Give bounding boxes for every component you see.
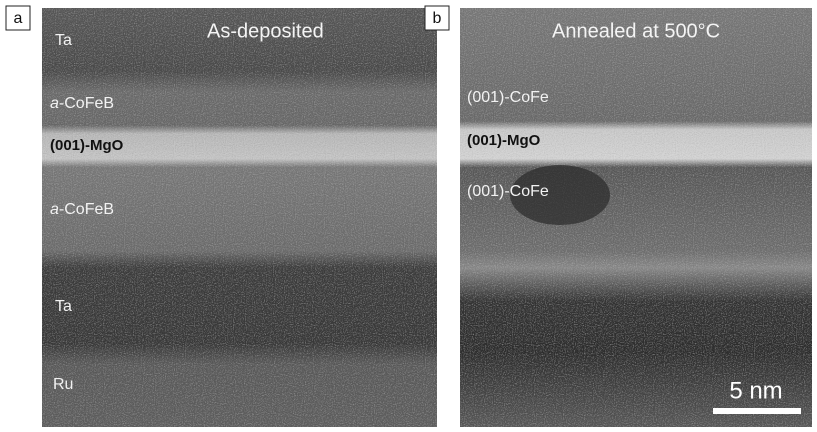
layer-label: (001)-CoFe [467, 183, 549, 200]
layer-label: (001)-MgO [50, 137, 124, 154]
scale-bar-label: 5 nm [729, 377, 782, 404]
panel-title: As-deposited [207, 20, 324, 42]
layer-label: Ta [55, 298, 72, 315]
panel-title: Annealed at 500°C [552, 20, 720, 42]
layer-label: Ta [55, 32, 72, 49]
tem-image-b [460, 8, 812, 427]
layer-label: (001)-CoFe [467, 89, 549, 106]
layer-label: a-CoFeB [50, 201, 114, 218]
scale-bar [713, 408, 801, 414]
layer-label: Ru [53, 376, 73, 393]
figure: a b As-deposited Annealed at 500°C Ta a-… [0, 0, 817, 432]
layer-label: a-CoFeB [50, 95, 114, 112]
panel-tag: b [433, 10, 442, 27]
panel-tag: a [14, 10, 23, 27]
layer-label: (001)-MgO [467, 132, 541, 149]
